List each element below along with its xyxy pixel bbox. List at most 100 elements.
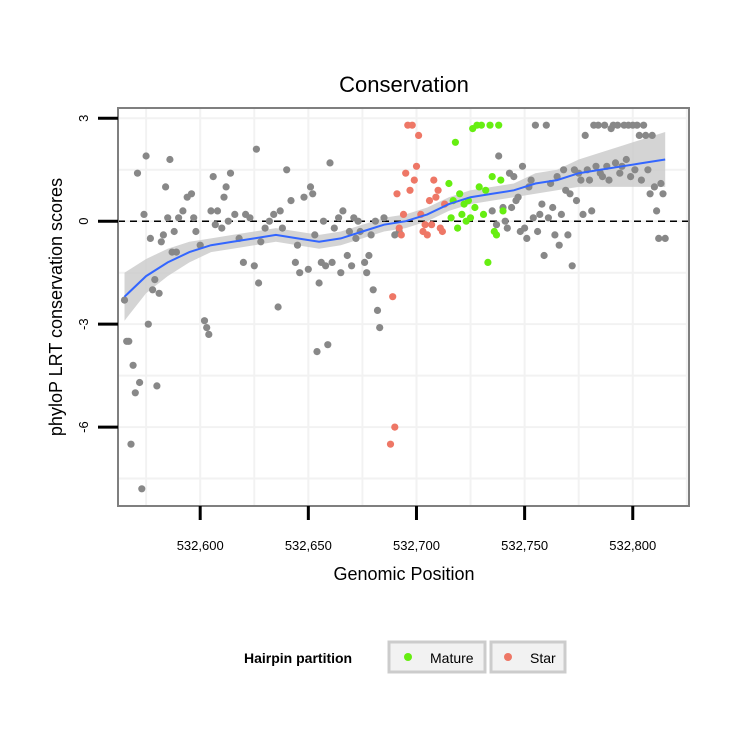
data-point-star — [421, 221, 429, 229]
data-point-other — [642, 131, 650, 139]
y-axis: -6 -3 0 3 — [76, 115, 118, 433]
data-point-other — [300, 193, 308, 201]
data-point-other — [211, 221, 219, 229]
x-axis: 532,600 532,650 532,700 532,750 532,800 — [177, 506, 656, 553]
data-point-other — [315, 279, 323, 287]
data-point-other — [579, 210, 587, 218]
legend-title: Hairpin partition — [244, 650, 352, 666]
data-point-other — [125, 337, 133, 345]
data-point-mature — [492, 231, 501, 239]
data-point-other — [585, 176, 594, 184]
y-tick-label: -6 — [76, 421, 91, 433]
legend-item-star: Star — [489, 640, 567, 674]
data-point-other — [661, 234, 669, 242]
data-point-star — [397, 231, 405, 239]
legend-item-mature: Mature — [387, 640, 487, 674]
x-axis-title: Genomic Position — [333, 564, 474, 584]
data-point-other — [328, 258, 336, 266]
data-point-other — [527, 176, 535, 184]
data-point-other — [339, 207, 347, 215]
chart-title: Conservation — [339, 72, 469, 97]
data-point-other — [293, 241, 302, 249]
data-point-other — [252, 145, 260, 153]
data-point-other — [209, 173, 217, 181]
data-point-other — [319, 217, 328, 225]
data-point-other — [601, 121, 609, 129]
legend-label-star: Star — [530, 650, 556, 666]
data-point-other — [304, 265, 312, 273]
data-point-other — [153, 382, 161, 390]
data-point-other — [572, 197, 581, 205]
data-point-other — [560, 166, 568, 174]
data-point-other — [650, 183, 659, 191]
y-tick-label: 3 — [76, 115, 91, 122]
data-point-mature — [484, 258, 492, 266]
data-point-other — [335, 214, 343, 222]
data-point-other — [136, 378, 144, 387]
data-point-other — [190, 214, 198, 222]
x-tick-label: 532,700 — [393, 538, 440, 553]
data-point-other — [276, 207, 284, 215]
data-point-other — [495, 152, 503, 160]
data-point-other — [549, 203, 557, 212]
data-point-other — [501, 217, 509, 225]
data-point-other — [616, 169, 624, 177]
data-point-other — [568, 262, 576, 270]
data-point-other — [510, 173, 518, 181]
data-point-other — [598, 173, 607, 181]
data-point-star — [399, 210, 408, 218]
data-point-other — [542, 121, 550, 129]
data-point-star — [406, 186, 414, 194]
data-point-star — [393, 190, 401, 198]
data-point-mature — [486, 121, 494, 129]
data-point-other — [306, 183, 315, 191]
data-point-mature — [447, 214, 455, 222]
data-point-other — [361, 258, 369, 266]
data-point-other — [283, 166, 291, 174]
data-point-other — [218, 224, 226, 232]
data-point-mature — [471, 203, 479, 212]
data-point-mature — [475, 183, 483, 191]
data-point-other — [274, 303, 282, 311]
x-tick-label: 532,650 — [285, 538, 332, 553]
data-point-mature — [477, 121, 485, 129]
data-point-other — [296, 269, 304, 277]
data-point-other — [133, 169, 142, 177]
data-point-other — [369, 286, 377, 294]
data-point-other — [653, 207, 661, 215]
data-point-other — [648, 131, 656, 139]
data-point-mature — [495, 121, 503, 129]
data-point-star — [434, 186, 442, 194]
data-point-other — [657, 179, 665, 188]
plot-border — [117, 107, 690, 507]
data-point-other — [373, 306, 382, 314]
data-point-star — [428, 221, 436, 229]
data-point-other — [213, 207, 222, 215]
y-axis-title: phyloP LRT conservation scores — [46, 178, 66, 436]
data-point-other — [488, 207, 496, 215]
data-point-other — [207, 207, 215, 215]
data-point-other — [564, 231, 572, 239]
data-point-other — [551, 231, 559, 239]
data-point-other — [255, 279, 263, 287]
data-point-other — [151, 276, 159, 284]
data-point-other — [166, 155, 174, 164]
data-point-other — [250, 262, 258, 270]
data-point-other — [278, 224, 286, 232]
data-point-mature — [499, 207, 507, 215]
data-point-other — [324, 341, 332, 349]
y-tick-label: 0 — [76, 218, 91, 225]
data-point-other — [553, 173, 561, 181]
data-point-other — [175, 214, 183, 222]
data-point-mature — [466, 214, 475, 222]
x-tick-label: 532,600 — [177, 538, 224, 553]
data-point-other — [222, 183, 230, 191]
data-point-star — [425, 197, 434, 205]
data-point-other — [311, 231, 319, 239]
data-point-other — [531, 121, 540, 129]
data-point-other — [220, 193, 228, 201]
data-point-other — [611, 159, 620, 167]
data-point-other — [309, 190, 317, 198]
data-point-other — [131, 389, 139, 397]
data-point-other — [129, 361, 137, 369]
